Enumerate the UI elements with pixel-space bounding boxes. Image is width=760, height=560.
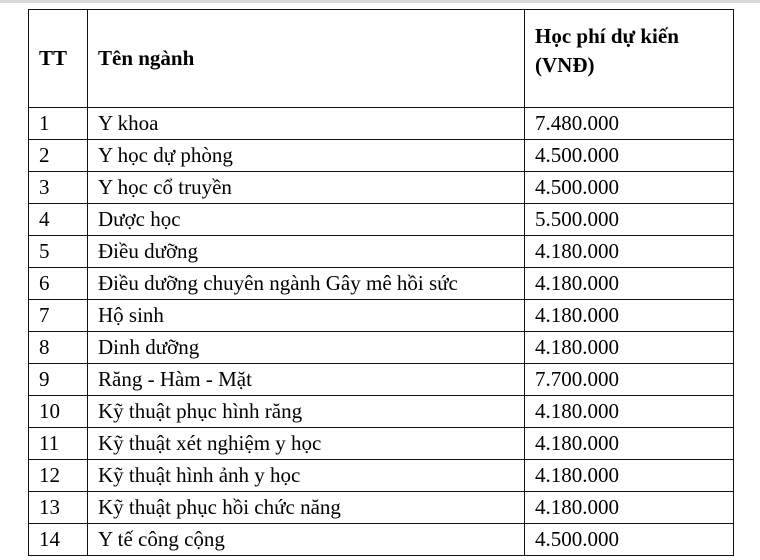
cell-major-name: Y học dự phòng — [87, 139, 525, 172]
cell-major-name: Dinh dưỡng — [87, 331, 525, 364]
cell-tt: 5 — [28, 235, 88, 268]
cell-tuition: 4.180.000 — [524, 299, 734, 332]
cell-tt: 1 — [28, 107, 88, 140]
cell-major-name: Y học cổ truyền — [87, 171, 525, 204]
cell-major-name: Kỹ thuật hình ảnh y học — [87, 459, 525, 492]
cell-tuition: 4.500.000 — [524, 171, 734, 204]
header-major-name: Tên ngành — [87, 9, 525, 108]
table-row: 8 Dinh dưỡng 4.180.000 — [28, 331, 734, 364]
cell-major-name: Kỹ thuật phục hình răng — [87, 395, 525, 428]
cell-tt: 3 — [28, 171, 88, 204]
cell-major-name: Kỹ thuật xét nghiệm y học — [87, 427, 525, 460]
cell-tt: 11 — [28, 427, 88, 460]
top-border — [0, 0, 760, 3]
cell-tuition: 4.180.000 — [524, 395, 734, 428]
header-row: TT Tên ngành Học phí dự kiến (VNĐ) — [28, 9, 734, 108]
cell-tt: 7 — [28, 299, 88, 332]
cell-tuition: 7.480.000 — [524, 107, 734, 140]
table-row: 10 Kỹ thuật phục hình răng 4.180.000 — [28, 395, 734, 428]
cell-tuition: 4.180.000 — [524, 491, 734, 524]
table-row: 11 Kỹ thuật xét nghiệm y học 4.180.000 — [28, 427, 734, 460]
cell-tuition: 4.180.000 — [524, 331, 734, 364]
cell-major-name: Hộ sinh — [87, 299, 525, 332]
cell-tt: 13 — [28, 491, 88, 524]
table-row: 5 Điều dưỡng 4.180.000 — [28, 235, 734, 268]
header-tuition: Học phí dự kiến (VNĐ) — [524, 9, 734, 108]
table-row: 4 Dược học 5.500.000 — [28, 203, 734, 236]
cell-tt: 12 — [28, 459, 88, 492]
cell-tuition: 4.180.000 — [524, 459, 734, 492]
cell-tt: 8 — [28, 331, 88, 364]
cell-tt: 6 — [28, 267, 88, 300]
table-row: 14 Y tế công cộng 4.500.000 — [28, 523, 734, 556]
cell-tt: 14 — [28, 523, 88, 556]
header-tt: TT — [28, 9, 88, 108]
cell-major-name: Răng - Hàm - Mặt — [87, 363, 525, 396]
cell-tuition: 7.700.000 — [524, 363, 734, 396]
cell-tuition: 4.180.000 — [524, 427, 734, 460]
table-row: 9 Răng - Hàm - Mặt 7.700.000 — [28, 363, 734, 396]
table-row: 7 Hộ sinh 4.180.000 — [28, 299, 734, 332]
cell-major-name: Điều dưỡng — [87, 235, 525, 268]
table-row: 12 Kỹ thuật hình ảnh y học 4.180.000 — [28, 459, 734, 492]
cell-tuition: 4.500.000 — [524, 139, 734, 172]
cell-tuition: 5.500.000 — [524, 203, 734, 236]
cell-tuition: 4.180.000 — [524, 267, 734, 300]
cell-major-name: Kỹ thuật phục hồi chức năng — [87, 491, 525, 524]
cell-major-name: Điều dưỡng chuyên ngành Gây mê hồi sức — [87, 267, 525, 300]
cell-tt: 10 — [28, 395, 88, 428]
cell-tuition: 4.180.000 — [524, 235, 734, 268]
cell-tuition: 4.500.000 — [524, 523, 734, 556]
table-row: 6 Điều dưỡng chuyên ngành Gây mê hồi sức 4… — [28, 267, 734, 300]
table-row: 13 Kỹ thuật phục hồi chức năng 4.180.000 — [28, 491, 734, 524]
cell-tt: 2 — [28, 139, 88, 172]
cell-tt: 9 — [28, 363, 88, 396]
cell-major-name: Dược học — [87, 203, 525, 236]
cell-tt: 4 — [28, 203, 88, 236]
cell-major-name: Y tế công cộng — [87, 523, 525, 556]
cell-major-name: Y khoa — [87, 107, 525, 140]
